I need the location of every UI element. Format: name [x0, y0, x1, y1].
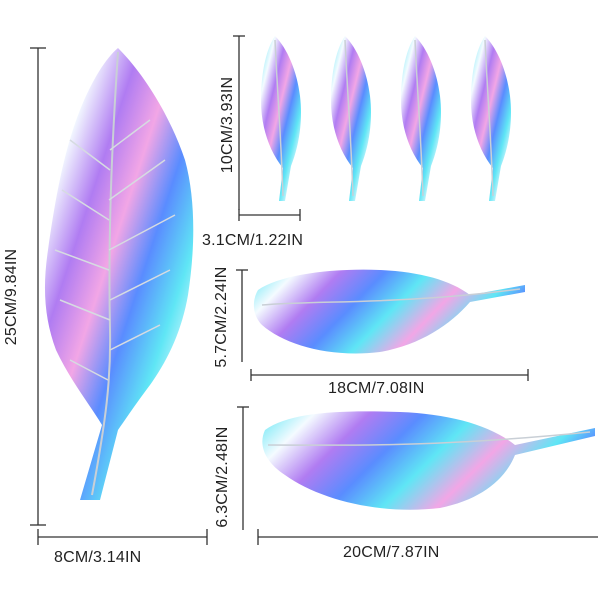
long-feather	[262, 411, 595, 510]
long-height-label: 6.3CM/2.48IN	[214, 426, 231, 528]
medium-feather	[253, 269, 525, 354]
small-feather	[401, 36, 441, 201]
large-feather	[44, 48, 194, 500]
small-height-label: 10CM/3.93IN	[219, 76, 236, 174]
small-feather	[331, 36, 371, 201]
small-feather	[261, 36, 301, 201]
small-feather	[471, 36, 511, 201]
medium-height-label: 5.7CM/2.24IN	[213, 266, 230, 368]
small-width-label: 3.1CM/1.22IN	[202, 232, 304, 249]
medium-width-label: 18CM/7.08IN	[328, 380, 425, 397]
large-width-label: 8CM/3.14IN	[54, 549, 142, 566]
dimension-lines	[30, 35, 598, 545]
large-height-label: 25CM/9.84IN	[3, 248, 20, 346]
long-width-label: 20CM/7.87IN	[343, 544, 440, 561]
small-feathers	[261, 36, 511, 201]
